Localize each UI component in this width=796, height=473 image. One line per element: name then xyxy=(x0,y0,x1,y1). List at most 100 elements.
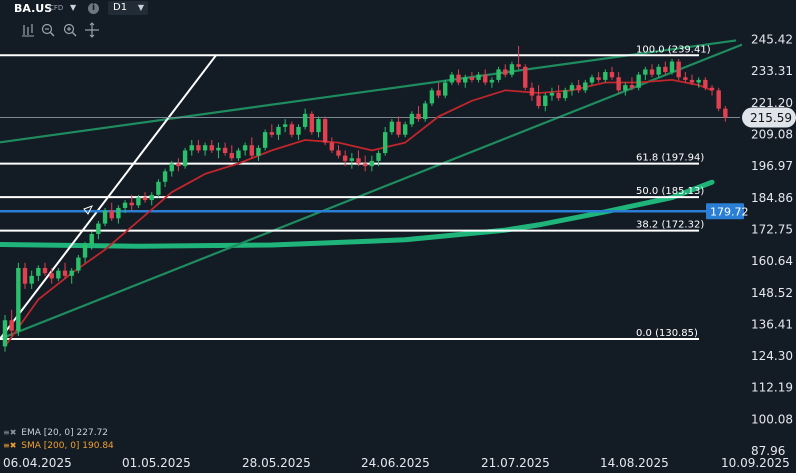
candle-body xyxy=(176,163,181,167)
candle-body xyxy=(69,270,74,276)
legend-sma-label: SMA [200, 0] 190.84 xyxy=(21,441,114,451)
info-icon[interactable]: i xyxy=(88,3,99,14)
candle-body xyxy=(529,87,535,96)
candle-body xyxy=(683,77,688,80)
candle-body xyxy=(149,194,154,201)
y-tick-label: 245.42 xyxy=(751,33,793,47)
y-tick-label: 100.08 xyxy=(751,412,793,426)
candle-body xyxy=(663,66,668,73)
candle-body xyxy=(696,79,701,83)
candle-body xyxy=(443,82,448,96)
candle-body xyxy=(463,77,468,83)
candle-body xyxy=(116,207,121,219)
candle-body xyxy=(629,85,635,88)
symbol-name[interactable]: BA.US xyxy=(14,2,53,15)
zoom-in-icon[interactable] xyxy=(62,22,78,38)
legend-ema-label: EMA [20, 0] 227.72 xyxy=(21,428,109,438)
channel-lower-line xyxy=(0,43,743,340)
candle-body xyxy=(22,268,28,284)
candle-body xyxy=(136,197,141,206)
zoom-out-icon[interactable] xyxy=(40,22,56,38)
candle-body xyxy=(376,153,381,161)
candle-body xyxy=(249,145,254,156)
candle-body xyxy=(543,95,548,107)
candle-body xyxy=(636,74,641,88)
candle-body xyxy=(82,244,88,258)
timeframe-selector[interactable]: D1 ▼ xyxy=(108,1,148,15)
candle-body xyxy=(209,145,214,151)
candle-body xyxy=(589,77,595,83)
timeframe-label: D1 xyxy=(113,2,128,13)
candle-body xyxy=(536,95,541,107)
candle-body xyxy=(296,126,301,135)
candle-body xyxy=(62,270,68,276)
caret-down-icon: ▼ xyxy=(137,3,144,12)
candle-body xyxy=(89,234,94,245)
x-tick-label: 14.08.2025 xyxy=(600,456,669,470)
y-tick-label: 172.75 xyxy=(751,222,793,236)
price-tag-current-label: 215.59 xyxy=(750,111,792,125)
candle-body xyxy=(476,74,481,80)
price-tag-current xyxy=(742,107,796,128)
candle-body xyxy=(309,113,315,133)
candle-body xyxy=(302,113,308,127)
fib-level-label: 0.0 (130.85) xyxy=(636,328,698,339)
candle-body xyxy=(369,160,375,167)
indicator-settings-icon[interactable]: ≡✖ xyxy=(3,441,17,450)
candle-body xyxy=(456,74,461,83)
y-tick-label: 233.31 xyxy=(751,64,793,78)
crosshair-move-icon[interactable] xyxy=(84,22,100,38)
candle-body xyxy=(102,210,108,224)
x-tick-label: 28.05.2025 xyxy=(242,456,311,470)
candle-body xyxy=(16,268,21,331)
y-tick-label: 221.20 xyxy=(751,96,793,110)
bars-settings-icon[interactable] xyxy=(20,22,36,38)
candle-body xyxy=(709,87,715,91)
candle-body xyxy=(429,90,435,104)
candle-body xyxy=(229,153,234,159)
candle-body xyxy=(129,202,134,206)
candle-body xyxy=(716,90,721,109)
fib-level-label: 50.0 (185.13) xyxy=(636,186,704,197)
legend-sma[interactable]: ≡✖ SMA [200, 0] 190.84 xyxy=(3,441,114,451)
candle-body xyxy=(9,320,14,331)
candle-body xyxy=(316,119,321,133)
candle-body xyxy=(169,163,174,172)
fib-level-label: 61.8 (197.94) xyxy=(636,153,704,164)
candle-body xyxy=(142,197,148,201)
candle-body xyxy=(403,124,408,135)
candle-body xyxy=(436,90,441,96)
candle-body xyxy=(423,103,428,120)
candle-body xyxy=(523,66,528,88)
candle-body xyxy=(409,113,415,125)
candle-body xyxy=(389,121,395,133)
price-tag-blue xyxy=(706,203,744,220)
ema-20-line xyxy=(4,79,713,347)
candle-body xyxy=(449,74,455,83)
indicator-settings-icon[interactable]: ≡✖ xyxy=(3,428,17,437)
legend-ema[interactable]: ≡✖ EMA [20, 0] 227.72 xyxy=(3,428,108,438)
caret-down-icon[interactable]: ▼ xyxy=(70,3,77,12)
candle-body xyxy=(182,150,188,167)
candle-body xyxy=(29,275,34,284)
candle-body xyxy=(469,77,475,80)
candle-body xyxy=(322,119,328,143)
fib-level-label: 100.0 (239.41) xyxy=(636,44,711,55)
y-tick-label: 87.96 xyxy=(751,444,785,458)
candle-body xyxy=(509,64,515,75)
candle-body xyxy=(329,142,335,151)
candle-body xyxy=(216,147,221,151)
candle-body xyxy=(496,69,501,80)
candle-body xyxy=(202,145,208,151)
candle-body xyxy=(156,181,161,195)
candle-body xyxy=(489,79,495,83)
candle-body xyxy=(336,150,341,156)
candle-body xyxy=(549,92,555,96)
candle-body xyxy=(289,124,295,135)
candle-body xyxy=(416,113,421,120)
candle-body xyxy=(576,85,581,91)
candle-body xyxy=(689,79,695,83)
candle-body xyxy=(609,72,615,78)
